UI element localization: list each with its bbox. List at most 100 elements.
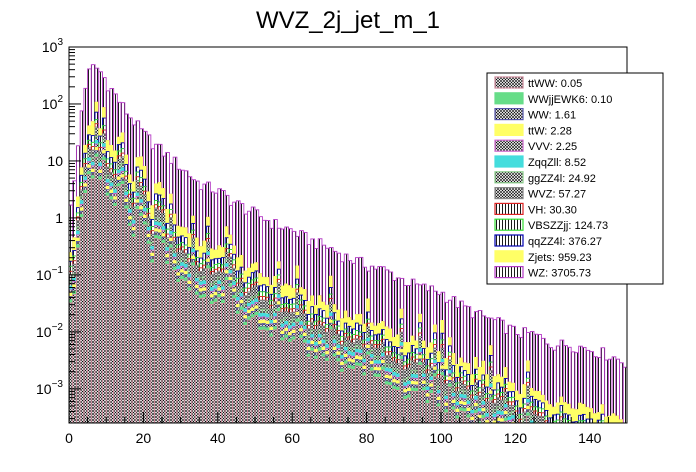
bar-vh-bin-35: [198, 267, 204, 272]
bar-zqqzll-bin-59: [288, 325, 293, 330]
bar-ttw-bin-65: [310, 340, 315, 346]
bar-ttw-bin-18: [135, 199, 141, 204]
bar-ww-bin-73: [340, 365, 345, 370]
bar-vbszzjj-bin-52: [261, 291, 267, 297]
bar-qqzz4l-bin-63: [302, 300, 308, 307]
bar-ttw-bin-36: [202, 287, 208, 292]
bar-zjets-bin-33: [191, 215, 196, 224]
bar-wz-bin-90: [403, 285, 408, 343]
bar-ttww-bin-32: [187, 290, 193, 424]
bar-wz-bin-105: [459, 300, 464, 359]
bar-vbszzjj-bin-11: [109, 163, 115, 170]
bar-ww-bin-47: [243, 318, 249, 323]
bar-vh-bin-126: [537, 412, 542, 417]
bar-vh-bin-91: [407, 363, 412, 369]
bar-ww-bin-88: [395, 383, 401, 388]
bar-ttw-bin-63: [302, 332, 308, 337]
bar-vvv-bin-5: [87, 161, 92, 166]
bar-vvv-bin-19: [139, 202, 144, 208]
bar-vvv-bin-105: [459, 397, 464, 402]
bar-vh-bin-9: [102, 129, 107, 135]
bar-zjets-bin-27: [168, 193, 174, 205]
bar-ttw-bin-82: [373, 366, 379, 372]
bar-zqqzll-bin-56: [276, 294, 282, 299]
bar-wz-bin-86: [388, 271, 394, 330]
bar-vvv-bin-30: [180, 265, 185, 271]
bar-vbszzjj-bin-110: [477, 387, 483, 393]
bar-wvz-bin-91: [407, 367, 412, 378]
bar-vbszzjj-bin-128: [544, 415, 550, 422]
bar-ttww-bin-103: [451, 409, 457, 424]
bar-ww-bin-67: [317, 344, 323, 349]
bar-wvz-bin-78: [358, 339, 364, 347]
bar-vbszzjj-bin-8: [98, 142, 103, 148]
bar-wz-bin-110: [477, 310, 483, 368]
bar-vbszzjj-bin-53: [265, 292, 271, 298]
bar-vh-bin-104: [455, 387, 461, 392]
bar-zjets-bin-69: [325, 304, 330, 319]
y-tick-exponent: −3: [52, 379, 64, 390]
bar-wz-bin-37: [206, 181, 211, 218]
bar-ww-bin-11: [109, 192, 115, 198]
bar-vvv-bin-71: [332, 343, 338, 348]
bar-ttw-bin-44: [232, 288, 237, 293]
bar-ttw-bin-50: [254, 305, 260, 310]
bar-ttww-bin-13: [116, 186, 122, 424]
bar-ggzz4l-bin-35: [198, 277, 204, 283]
bar-wz-bin-99: [436, 294, 442, 353]
bar-zjets-bin-41: [221, 247, 226, 259]
bar-vvv-bin-94: [418, 351, 423, 357]
bar-ww-bin-35: [198, 291, 204, 296]
bar-zqqzll-bin-1: [72, 277, 77, 282]
bar-qqzz4l-bin-7: [94, 111, 100, 121]
bar-vvv-bin-0: [68, 289, 74, 294]
bar-ttww-bin-74: [343, 363, 349, 424]
bar-wwjjewk6-bin-30: [180, 275, 185, 280]
bar-vh-bin-31: [183, 249, 189, 254]
bar-vbszzjj-bin-1: [72, 255, 77, 262]
legend-label-ggzz4l: ggZZ4l: 24.92: [528, 173, 596, 185]
bar-vh-bin-1: [72, 260, 77, 265]
bar-wvz-bin-49: [250, 287, 256, 298]
bar-zqqzll-bin-33: [191, 248, 196, 254]
bar-vh-bin-62: [299, 304, 304, 309]
bar-ggzz4l-bin-20: [142, 204, 148, 209]
bar-vbszzjj-bin-87: [392, 352, 397, 359]
bar-wwjjewk6-bin-41: [221, 299, 226, 304]
bar-ttww-bin-57: [280, 340, 286, 424]
bar-wz-bin-64: [306, 244, 312, 302]
bar-vvv-bin-28: [172, 256, 178, 262]
bar-wvz-bin-34: [195, 264, 200, 275]
bar-ttw-bin-27: [168, 237, 174, 243]
bar-ggzz4l-bin-42: [224, 259, 230, 265]
bar-wwjjewk6-bin-13: [116, 183, 122, 188]
bar-vbszzjj-bin-127: [540, 408, 546, 414]
bar-vbszzjj-bin-35: [198, 263, 204, 269]
bar-ttww-bin-43: [228, 286, 234, 424]
bar-wvz-bin-30: [180, 249, 185, 260]
bar-vh-bin-16: [128, 193, 133, 199]
bar-zjets-bin-67: [317, 295, 323, 310]
bar-ttw-bin-73: [340, 361, 345, 367]
bar-ttw-bin-54: [269, 326, 275, 332]
bar-wz-bin-30: [180, 169, 185, 228]
bar-ggzz4l-bin-46: [239, 288, 245, 294]
bar-zqqzll-bin-65: [310, 334, 315, 339]
bar-wwjjewk6-bin-95: [421, 387, 427, 392]
bar-zjets-bin-119: [511, 382, 516, 393]
bar-wvz-bin-101: [444, 383, 449, 393]
bar-wwjjewk6-bin-60: [291, 336, 297, 341]
bar-wz-bin-9: [102, 77, 107, 109]
bar-ww-bin-99: [436, 400, 442, 405]
bar-zqqzll-bin-26: [165, 247, 170, 252]
bar-wvz-bin-39: [213, 272, 219, 282]
bar-ggzz4l-bin-96: [425, 382, 431, 388]
bar-vbszzjj-bin-54: [269, 299, 275, 306]
bar-ww-bin-77: [354, 359, 360, 364]
bar-vh-bin-124: [529, 406, 535, 411]
bar-ww-bin-107: [466, 411, 472, 416]
bar-vh-bin-60: [291, 308, 297, 313]
bar-ww-bin-70: [328, 322, 334, 328]
bar-zqqzll-bin-84: [381, 352, 386, 358]
bar-ttww-bin-78: [358, 366, 364, 424]
